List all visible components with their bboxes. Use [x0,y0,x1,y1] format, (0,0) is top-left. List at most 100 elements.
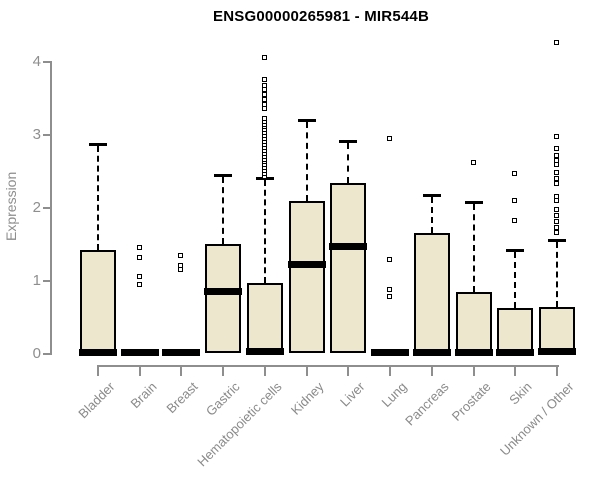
upper-whisker-pancreas [430,197,433,234]
outlier-unknown-other [554,212,560,218]
outlier-breast [178,252,184,258]
outlier-hematopoietic-cells [261,92,267,98]
outlier-unknown-other [554,152,560,158]
whisker-cap-liver [339,140,358,144]
whisker-cap-bladder [89,143,107,147]
outlier-unknown-other [554,39,560,45]
outlier-unknown-other [554,225,560,231]
y-axis-tick [43,353,51,355]
outlier-lung [387,256,393,262]
y-axis-line [50,61,52,355]
y-axis-tick [43,134,51,136]
outlier-hematopoietic-cells [261,97,267,103]
upper-whisker-liver [347,143,350,183]
upper-whisker-prostate [472,203,475,292]
outlier-hematopoietic-cells [261,87,267,93]
y-tick-label: 3 [32,126,41,143]
box-kidney [288,201,325,353]
x-axis-line [98,365,560,367]
x-axis-tick [430,365,433,376]
outlier-unknown-other [554,146,560,152]
upper-whisker-skin [514,252,517,309]
whisker-cap-prostate [464,200,483,204]
median-prostate [454,348,493,356]
outlier-unknown-other [554,133,560,139]
y-axis-tick [43,280,51,282]
outlier-unknown-other [554,193,560,199]
x-axis-tick [222,365,225,376]
outlier-unknown-other [554,176,560,182]
x-axis-tick [180,365,183,376]
outlier-unknown-other [554,198,560,204]
box-bladder [80,250,116,353]
y-tick-label: 0 [32,345,41,362]
outlier-lung [387,136,393,142]
outlier-hematopoietic-cells [261,101,267,107]
upper-whisker-unknown-other [556,241,559,307]
median-gastric [204,287,243,295]
outlier-hematopoietic-cells [261,106,267,112]
x-axis-tick [514,365,517,376]
upper-whisker-hematopoietic-cells [263,179,266,283]
outlier-brain [136,244,142,250]
x-axis-tick [263,365,266,376]
chart-title: ENSG00000265981 - MIR544B [213,8,429,25]
outlier-lung [387,287,393,293]
outlier-unknown-other [554,206,560,212]
outlier-skin [512,171,518,177]
outlier-unknown-other [554,181,560,187]
outlier-skin [512,198,518,204]
x-axis-tick [138,365,141,376]
box-unknown-other [539,307,576,353]
outlier-skin [512,217,518,223]
box-liver [330,182,367,353]
outlier-unknown-other [554,162,560,168]
x-axis-tick [389,365,392,376]
outlier-breast [178,263,184,269]
outlier-hematopoietic-cells [261,82,267,88]
median-skin [496,348,535,356]
upper-whisker-bladder [97,146,99,251]
x-axis-tick [556,365,559,376]
whisker-cap-gastric [214,173,233,177]
y-tick-label: 2 [32,199,41,216]
outlier-prostate [470,160,476,166]
box-hematopoietic-cells [246,282,283,353]
median-hematopoietic-cells [245,347,284,355]
x-axis-tick [347,365,350,376]
outlier-brain [136,255,142,261]
upper-whisker-gastric [222,176,225,245]
outlier-hematopoietic-cells [261,55,267,61]
outlier-lung [387,293,393,299]
x-axis-tick [305,365,308,376]
median-pancreas [412,348,451,356]
median-bladder [79,348,117,356]
y-axis-tick [43,207,51,209]
outlier-hematopoietic-cells [261,115,267,121]
x-axis-tick [97,365,99,376]
whisker-cap-unknown-other [548,238,567,242]
x-axis-tick [472,365,475,376]
box-skin [497,308,534,353]
box-gastric [205,244,242,353]
outlier-unknown-other [554,219,560,225]
outlier-unknown-other [554,158,560,163]
median-breast [162,349,201,357]
box-prostate [455,291,492,353]
outlier-brain [136,274,142,280]
outlier-unknown-other [554,230,560,236]
y-tick-label: 4 [32,53,41,70]
median-unknown-other [538,347,577,355]
box-pancreas [413,233,450,353]
median-liver [329,242,368,250]
whisker-cap-kidney [297,119,316,123]
upper-whisker-kidney [305,122,308,202]
y-axis-tick [43,61,51,63]
outlier-unknown-other [554,170,560,176]
outlier-brain [136,282,142,288]
outlier-hematopoietic-cells [261,76,267,82]
median-lung [371,349,410,357]
whisker-cap-pancreas [422,194,441,198]
median-brain [120,349,159,357]
